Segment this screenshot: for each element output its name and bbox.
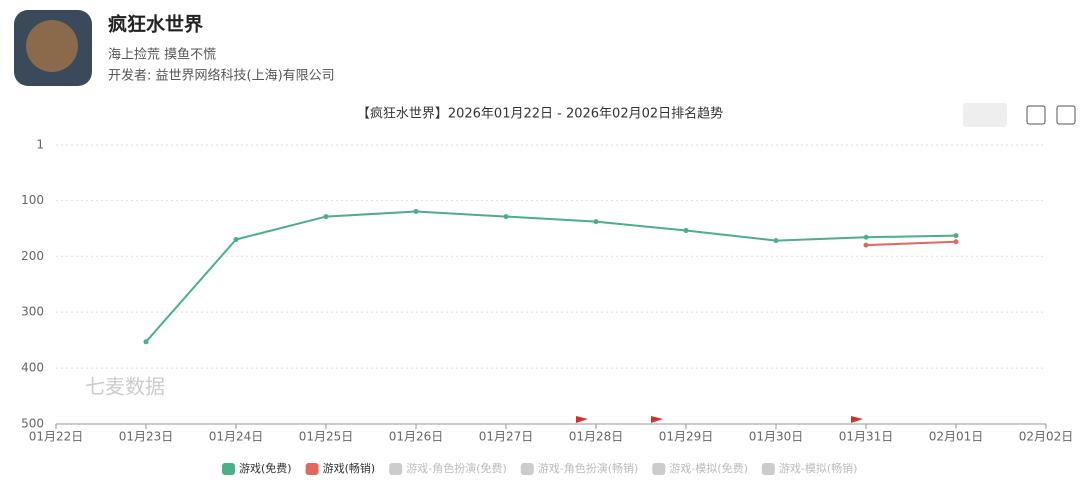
save-image-button[interactable] [1026, 105, 1046, 125]
flag [851, 416, 863, 428]
x-tick-label: 01月24日 [209, 430, 264, 444]
x-tick-label: 01月25日 [299, 430, 354, 444]
data-point [413, 209, 419, 215]
legend-label: 游戏-模拟(畅销) [779, 461, 858, 475]
legend-label: 游戏-角色扮演(畅销) [538, 461, 639, 475]
app-title: 疯狂水世界 [108, 13, 203, 36]
y-tick-label: 100 [21, 193, 44, 207]
data-point [863, 234, 869, 240]
flag [576, 416, 588, 428]
data-point [863, 242, 869, 248]
legend-label: 游戏(免费) [239, 461, 292, 475]
x-tick-label: 01月29日 [659, 430, 714, 444]
legend-label: 游戏-模拟(免费) [669, 461, 748, 475]
data-point [503, 214, 509, 220]
y-tick-label: 500 [21, 417, 44, 431]
x-tick-label: 01月28日 [569, 430, 624, 444]
legend-swatch [305, 463, 319, 475]
data-point [953, 239, 959, 245]
data-point [233, 236, 239, 242]
chart-title: 【疯狂水世界】2026年01月22日 - 2026年02月02日排名趋势 [357, 106, 723, 122]
x-tick-label: 01月30日 [749, 430, 804, 444]
legend-swatch [222, 463, 235, 475]
flag [651, 416, 663, 428]
legend-swatch [652, 463, 666, 475]
x-tick-label: 01月27日 [479, 430, 534, 444]
data-point [323, 214, 329, 220]
app-developer: 开发者: 益世界网络科技(上海)有限公司 [108, 68, 335, 84]
y-tick-label: 200 [21, 249, 44, 263]
y-tick-label: 300 [21, 305, 44, 319]
series-line [865, 240, 957, 247]
x-tick-label: 01月26日 [389, 430, 444, 444]
x-tick-label: 01月23日 [119, 430, 174, 444]
y-tick-label: 400 [21, 361, 44, 375]
watermark: 七麦数据 [85, 375, 165, 399]
data-point [953, 233, 959, 239]
x-tick-label: 01月22日 [29, 430, 84, 444]
legend-swatch [389, 463, 403, 475]
legend-label: 游戏(畅销) [323, 461, 376, 475]
data-point [683, 228, 689, 234]
data-point [593, 219, 599, 225]
x-tick-label: 02月01日 [929, 430, 984, 444]
data-point [143, 339, 149, 345]
legend-label: 游戏-角色扮演(免费) [406, 461, 507, 475]
view-toggle[interactable] [963, 103, 1007, 127]
event-flags [576, 416, 863, 428]
legend-swatch [761, 463, 775, 475]
legend-swatch [520, 463, 534, 475]
app-icon-face [26, 20, 78, 72]
download-button[interactable] [1056, 105, 1076, 125]
y-tick-label: 1 [36, 138, 44, 152]
series-line [145, 210, 957, 343]
x-tick-label: 01月31日 [839, 430, 894, 444]
app-subtitle: 海上捡荒 摸鱼不慌 [108, 47, 216, 63]
x-tick-label: 02月02日 [1019, 430, 1074, 444]
data-point [773, 238, 779, 244]
